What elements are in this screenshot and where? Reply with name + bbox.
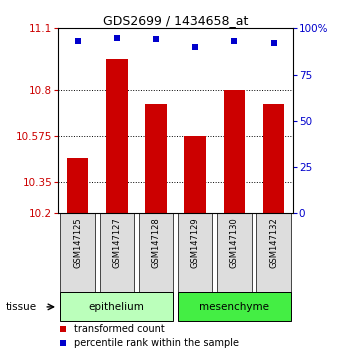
Text: GSM147132: GSM147132 — [269, 217, 278, 268]
Text: GSM147125: GSM147125 — [73, 217, 82, 268]
Bar — [178, 292, 291, 321]
Title: GDS2699 / 1434658_at: GDS2699 / 1434658_at — [103, 14, 248, 27]
Text: GSM147130: GSM147130 — [230, 217, 239, 268]
Text: GSM147129: GSM147129 — [191, 217, 200, 268]
Text: GSM147127: GSM147127 — [112, 217, 121, 268]
Bar — [184, 136, 206, 213]
Text: epithelium: epithelium — [89, 302, 145, 312]
Bar — [67, 158, 88, 213]
Bar — [60, 292, 173, 321]
Bar — [106, 59, 128, 213]
Bar — [263, 104, 284, 213]
Bar — [178, 213, 212, 292]
Text: mesenchyme: mesenchyme — [199, 302, 269, 312]
Bar — [256, 213, 291, 292]
Text: GSM147128: GSM147128 — [151, 217, 161, 268]
Bar — [60, 213, 95, 292]
Text: transformed count: transformed count — [74, 324, 165, 334]
Bar — [145, 104, 167, 213]
Bar — [217, 213, 252, 292]
Text: tissue: tissue — [5, 302, 36, 312]
Bar — [100, 213, 134, 292]
Bar — [224, 90, 245, 213]
Bar — [139, 213, 173, 292]
Text: percentile rank within the sample: percentile rank within the sample — [74, 338, 239, 348]
